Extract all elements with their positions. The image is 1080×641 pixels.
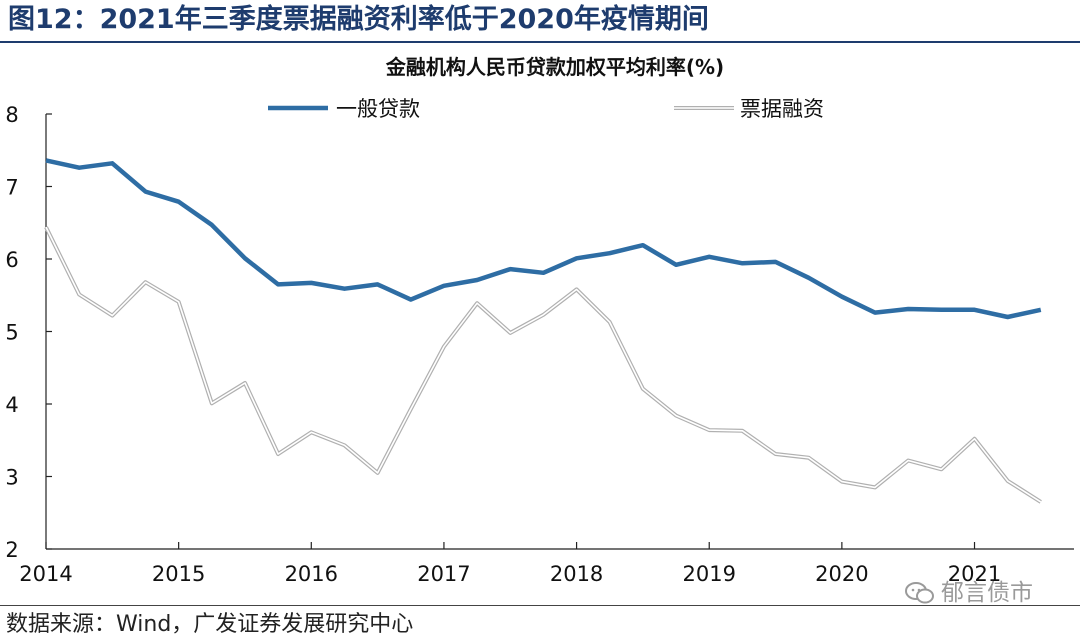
series-line-inner-票据融资 <box>45 226 1042 503</box>
y-tick-label: 7 <box>5 176 18 200</box>
x-tick-label: 2017 <box>417 562 470 586</box>
figure-title: 图12：2021年三季度票据融资利率低于2020年疫情期间 <box>8 4 709 35</box>
watermark: 郁言债市 <box>905 578 1033 608</box>
x-tick-label: 2016 <box>285 562 338 586</box>
y-tick-label: 6 <box>5 248 18 272</box>
y-tick-label: 4 <box>5 393 18 417</box>
wechat-icon <box>905 582 934 604</box>
series-line-一般贷款 <box>45 158 1042 320</box>
x-tick-label: 2018 <box>550 562 603 586</box>
source-note: 数据来源：Wind，广发证券发展研究中心 <box>6 612 414 637</box>
legend-label: 一般贷款 <box>336 97 420 121</box>
y-tick-label: 2 <box>5 538 18 562</box>
x-tick-label: 2015 <box>152 562 205 586</box>
y-tick-label: 5 <box>5 321 18 345</box>
chart-title: 金融机构人民币贷款加权平均利率(%) <box>385 55 724 79</box>
legend-label: 票据融资 <box>740 97 824 121</box>
footer-divider <box>0 605 1080 606</box>
watermark-text: 郁言债市 <box>941 580 1033 606</box>
x-tick-label: 2014 <box>19 562 72 586</box>
title-divider <box>0 41 1080 43</box>
x-tick-label: 2019 <box>682 562 735 586</box>
y-tick-label: 8 <box>5 103 18 127</box>
y-tick-label: 3 <box>5 466 18 490</box>
series-line-票据融资 <box>44 226 1042 504</box>
x-tick-label: 2020 <box>815 562 868 586</box>
x-tick-label: 2021 <box>948 562 1001 586</box>
line-chart: 金融机构人民币贷款加权平均利率(%) 2 3 4 5 6 7 8 2014 2015 2016 201… <box>5 55 1074 586</box>
